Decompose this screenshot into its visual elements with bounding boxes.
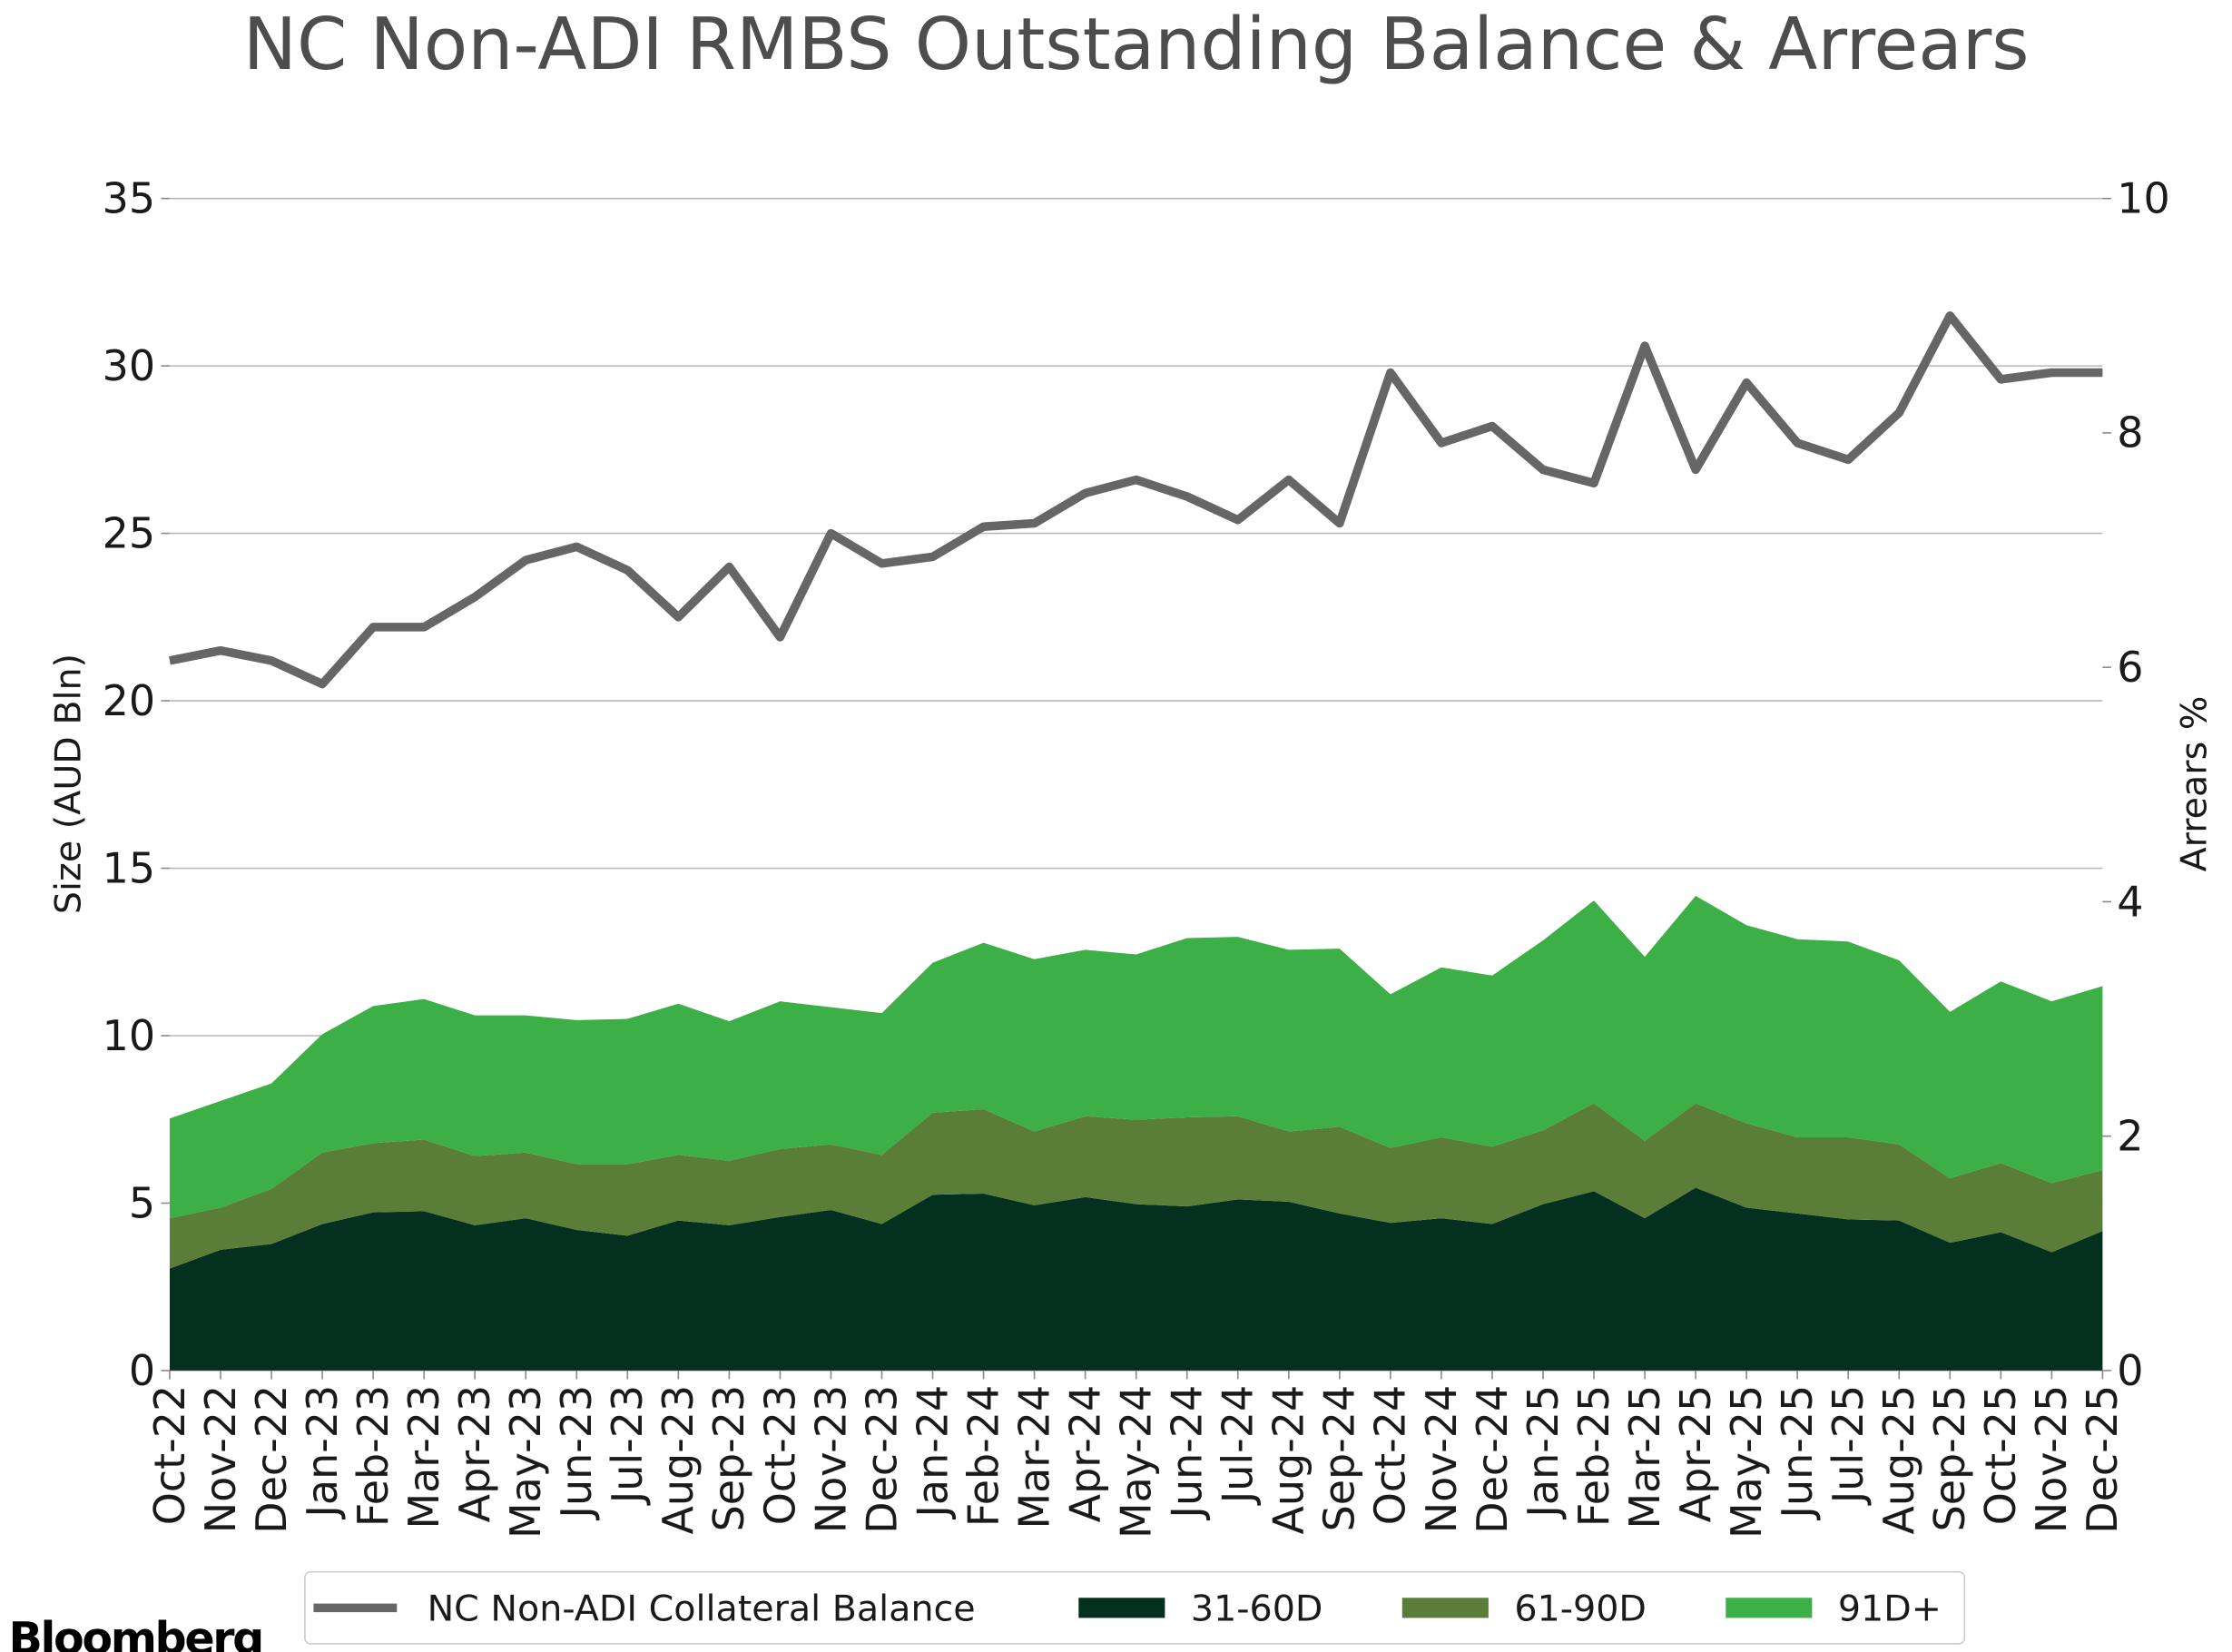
x-tick-label: Feb-23 (349, 1385, 398, 1527)
x-tick-label: Jul-24 (1214, 1385, 1263, 1506)
x-tick-label: Nov-24 (1417, 1385, 1466, 1533)
x-tick-label: Mar-24 (1009, 1385, 1058, 1529)
y2-tick-label: 8 (2117, 408, 2143, 457)
legend-swatch (1078, 1598, 1165, 1618)
source-logo: Bloomberg (9, 1612, 262, 1652)
chart-title: NC Non-ADI RMBS Outstanding Balance & Ar… (243, 2, 2030, 86)
legend-label: 91D+ (1838, 1588, 1942, 1630)
legend-label: 61-90D (1514, 1588, 1647, 1630)
x-tick-label: Nov-25 (2027, 1385, 2076, 1533)
x-tick-label: Nov-23 (806, 1385, 855, 1533)
x-tick-label: May-24 (1112, 1385, 1161, 1539)
y2-tick-label: 0 (2117, 1346, 2143, 1395)
x-tick-label: Nov-22 (196, 1385, 245, 1533)
legend-swatch (1726, 1598, 1813, 1618)
line (169, 311, 2103, 689)
x-tick-label: Oct-25 (1976, 1385, 2025, 1525)
x-tick-label: May-23 (501, 1385, 550, 1539)
x-tick-label: Oct-24 (1366, 1385, 1415, 1525)
x-tick-label: Jul-25 (1824, 1385, 1873, 1506)
area (169, 1103, 2103, 1269)
y2-tick-label: 10 (2117, 173, 2169, 222)
x-tick-label: Jun-25 (1773, 1385, 1822, 1521)
x-tick-label: Dec-25 (2078, 1385, 2127, 1534)
y-tick-label: 10 (103, 1011, 155, 1060)
x-tick-label: Jan-25 (1519, 1385, 1568, 1520)
y2-axis-label: Arrears % (2173, 696, 2215, 872)
x-tick-label: Jan-24 (908, 1385, 957, 1520)
legend-label: 31-60D (1191, 1588, 1323, 1630)
x-tick-label: Dec-24 (1468, 1385, 1517, 1534)
area (169, 895, 2103, 1219)
x-tick-label: Feb-25 (1569, 1385, 1618, 1527)
y2-tick-label: 6 (2117, 643, 2143, 692)
x-tick-label: Sep-23 (704, 1385, 753, 1532)
legend-swatch (1401, 1598, 1489, 1618)
area (169, 1187, 2103, 1371)
y2-tick-label: 2 (2117, 1112, 2143, 1161)
legend-label: NC Non-ADI Collateral Balance (428, 1588, 976, 1630)
x-tick-label: May-25 (1722, 1385, 1771, 1539)
x-tick-label: Jun-24 (1163, 1385, 1212, 1521)
y-tick-label: 5 (129, 1178, 155, 1227)
y-tick-label: 20 (103, 676, 155, 725)
x-tick-label: Sep-25 (1925, 1385, 1974, 1532)
y-tick-label: 0 (129, 1346, 155, 1395)
x-tick-label: Mar-23 (399, 1385, 448, 1529)
line-layer (169, 311, 2103, 689)
area-layer (169, 895, 2103, 1371)
x-tick-label: Dec-23 (857, 1385, 906, 1534)
y-tick-label: 30 (103, 341, 155, 390)
x-tick-label: Mar-25 (1620, 1385, 1669, 1529)
x-tick-label: Aug-25 (1874, 1385, 1923, 1535)
y-axis-label: Size (AUD Bln) (48, 654, 90, 914)
x-tick-label: Apr-24 (1060, 1385, 1109, 1523)
y-tick-label: 35 (103, 173, 155, 222)
x-tick-label: Sep-24 (1315, 1385, 1364, 1532)
x-tick-label: Jan-23 (298, 1385, 347, 1520)
x-tick-label: Feb-24 (959, 1385, 1008, 1527)
x-tick-label: Aug-23 (654, 1385, 703, 1535)
x-tick-label: Aug-24 (1264, 1385, 1313, 1535)
x-tick-label: Jun-23 (552, 1385, 601, 1521)
y-tick-label: 15 (103, 843, 155, 892)
x-tick-label: Dec-22 (247, 1385, 296, 1534)
x-tick-label: Apr-23 (450, 1385, 499, 1523)
y2-tick-label: 4 (2117, 877, 2143, 926)
x-tick-label: Jul-23 (603, 1385, 652, 1506)
y-tick-label: 25 (103, 508, 155, 557)
x-tick-label: Apr-25 (1671, 1385, 1720, 1523)
x-tick-label: Oct-22 (145, 1385, 194, 1525)
x-tick-label: Oct-23 (755, 1385, 804, 1525)
